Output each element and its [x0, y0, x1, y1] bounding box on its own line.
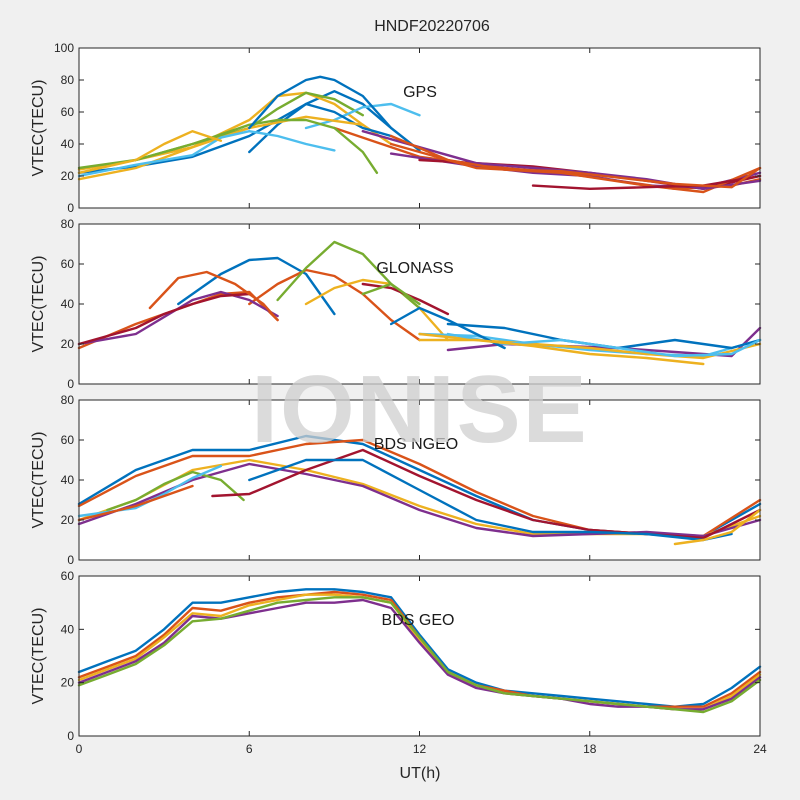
- series-line: [77, 290, 279, 346]
- y-tick-label: 60: [61, 257, 75, 271]
- y-tick-label: 40: [61, 473, 75, 487]
- x-tick-label: 0: [76, 742, 83, 756]
- y-tick-label: 60: [61, 433, 75, 447]
- series-line: [248, 458, 733, 542]
- y-tick-label: 60: [61, 105, 75, 119]
- y-tick-label: 0: [67, 553, 74, 567]
- series-line: [77, 462, 762, 538]
- y-axis-label: VTEC(TECU): [30, 608, 47, 705]
- series-line: [304, 278, 450, 342]
- y-tick-label: 60: [61, 569, 75, 583]
- y-tick-label: 80: [61, 217, 75, 231]
- panel-0: 0 20 40 60 80 100 VTEC(TECU) GPS: [30, 41, 762, 215]
- x-axis-label: UT(h): [400, 765, 441, 782]
- y-axis-label: VTEC(TECU): [30, 80, 47, 177]
- chart-title: HNDF20220706: [374, 18, 490, 35]
- series-line: [77, 292, 251, 346]
- panel-2: 0 20 40 60 80 VTEC(TECU) BDS NGEO: [30, 393, 762, 567]
- y-tick-label: 80: [61, 393, 75, 407]
- series-line: [77, 596, 762, 714]
- x-tick-label: 18: [583, 742, 597, 756]
- y-tick-label: 0: [67, 729, 74, 743]
- y-tick-label: 20: [61, 169, 75, 183]
- series-line: [77, 588, 762, 708]
- panel-label: GPS: [403, 84, 437, 101]
- y-axis-label: VTEC(TECU): [30, 256, 47, 353]
- watermark: IONISE: [251, 356, 588, 463]
- series-line: [248, 268, 421, 342]
- y-tick-label: 20: [61, 676, 75, 690]
- series-line: [389, 306, 506, 350]
- panel-1: 0 20 40 60 80 VTEC(TECU) GLONASS: [30, 217, 762, 391]
- x-tick-label: 24: [753, 742, 767, 756]
- series-line: [148, 270, 279, 322]
- series-line: [177, 256, 336, 316]
- series-line: [673, 508, 762, 546]
- x-tick-label: 12: [413, 742, 427, 756]
- y-tick-label: 40: [61, 137, 75, 151]
- y-tick-label: 40: [61, 622, 75, 636]
- series-line: [531, 174, 762, 191]
- series-line: [77, 129, 336, 178]
- y-tick-label: 80: [61, 73, 75, 87]
- series-line: [248, 102, 393, 154]
- series-line: [106, 470, 245, 512]
- y-tick-label: 20: [61, 513, 75, 527]
- panel-label: BDS NGEO: [374, 436, 458, 453]
- x-tick-label: 6: [246, 742, 253, 756]
- series-line: [418, 338, 705, 366]
- y-tick-label: 40: [61, 297, 75, 311]
- series-line: [361, 282, 421, 306]
- y-tick-label: 0: [67, 377, 74, 391]
- panel-label: GLONASS: [376, 260, 453, 277]
- y-tick-label: 100: [54, 41, 74, 55]
- panel-label: BDS GEO: [382, 612, 455, 629]
- panel-3: 0 20 40 60 0 6 12 18 24 VTEC(TECU) BDS GEO: [30, 569, 767, 756]
- series-line: [248, 75, 393, 130]
- plot-area: [79, 576, 760, 736]
- series-line: [134, 118, 379, 175]
- y-axis-label: VTEC(TECU): [30, 432, 47, 529]
- plot-area: [79, 48, 760, 208]
- y-tick-label: 20: [61, 337, 75, 351]
- series-line: [77, 129, 223, 175]
- series-line: [77, 484, 194, 522]
- y-tick-label: 0: [67, 201, 74, 215]
- series-line: [304, 102, 421, 130]
- series-line: [389, 134, 762, 189]
